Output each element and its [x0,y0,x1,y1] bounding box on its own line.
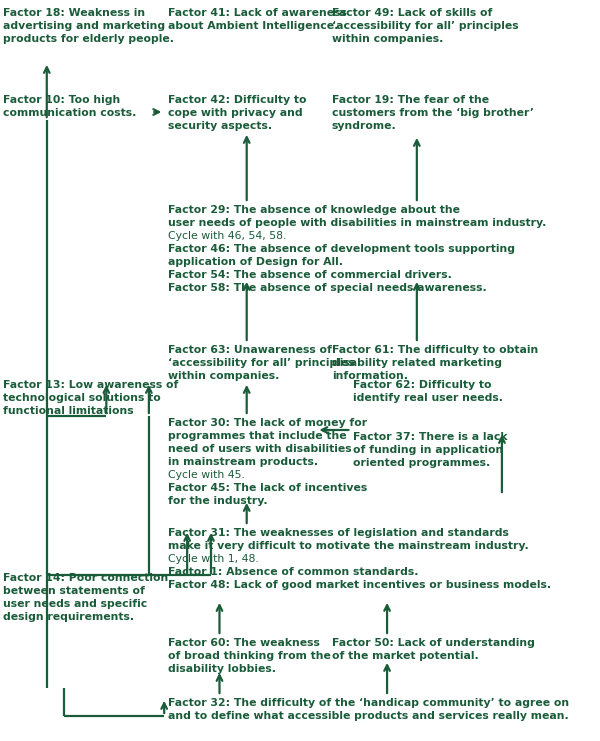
Text: communication costs.: communication costs. [4,108,137,118]
Text: Cycle with 45.: Cycle with 45. [169,470,245,480]
Text: of broad thinking from the: of broad thinking from the [169,651,331,661]
Text: about Ambient Intelligence.: about Ambient Intelligence. [169,21,339,31]
Text: user needs of people with disabilities in mainstream industry.: user needs of people with disabilities i… [169,218,547,228]
Text: Cycle with 1, 48.: Cycle with 1, 48. [169,554,259,564]
Text: Factor 49: Lack of skills of: Factor 49: Lack of skills of [332,8,492,18]
Text: Factor 30: The lack of money for: Factor 30: The lack of money for [169,418,368,428]
Text: Cycle with 46, 54, 58.: Cycle with 46, 54, 58. [169,231,287,241]
Text: Factor 13: Low awareness of: Factor 13: Low awareness of [4,380,179,390]
Text: of the market potential.: of the market potential. [332,651,479,661]
Text: and to define what accessible products and services really mean.: and to define what accessible products a… [169,711,569,721]
Text: Factor 54: The absence of commercial drivers.: Factor 54: The absence of commercial dri… [169,270,452,280]
Text: Factor 48: Lack of good market incentives or business models.: Factor 48: Lack of good market incentive… [169,580,551,590]
Text: Factor 29: The absence of knowledge about the: Factor 29: The absence of knowledge abou… [169,205,460,215]
Text: functional limitations: functional limitations [4,406,134,416]
Text: application of Design for All.: application of Design for All. [169,257,343,267]
Text: ‘accessibility for all’ principles: ‘accessibility for all’ principles [169,358,355,368]
Text: Factor 61: The difficulty to obtain: Factor 61: The difficulty to obtain [332,345,538,355]
Text: in mainstream products.: in mainstream products. [169,457,319,467]
Text: within companies.: within companies. [332,34,443,44]
Text: Factor 32: The difficulty of the ‘handicap community’ to agree on: Factor 32: The difficulty of the ‘handic… [169,698,569,708]
Text: Factor 14: Poor connection: Factor 14: Poor connection [4,573,169,583]
Text: disability related marketing: disability related marketing [332,358,502,368]
Text: syndrome.: syndrome. [332,121,397,131]
Text: of funding in application: of funding in application [353,445,503,455]
Text: Factor 58: The absence of special needs awareness.: Factor 58: The absence of special needs … [169,283,487,293]
Text: Factor 19: The fear of the: Factor 19: The fear of the [332,95,489,105]
Text: Factor 10: Too high: Factor 10: Too high [4,95,121,105]
Text: design requirements.: design requirements. [4,612,134,622]
Text: Factor 18: Weakness in: Factor 18: Weakness in [4,8,146,18]
Text: security aspects.: security aspects. [169,121,272,131]
Text: Factor 46: The absence of development tools supporting: Factor 46: The absence of development to… [169,244,515,254]
Text: Factor 45: The lack of incentives: Factor 45: The lack of incentives [169,483,368,493]
Text: Factor 63: Unawareness of: Factor 63: Unawareness of [169,345,332,355]
Text: Factor 41: Lack of awareness: Factor 41: Lack of awareness [169,8,347,18]
Text: between statements of: between statements of [4,586,145,596]
Text: need of users with disabilities: need of users with disabilities [169,444,352,454]
Text: technological solutions to: technological solutions to [4,393,161,403]
Text: oriented programmes.: oriented programmes. [353,458,490,468]
Text: cope with privacy and: cope with privacy and [169,108,303,118]
Text: Factor 60: The weakness: Factor 60: The weakness [169,638,320,648]
Text: identify real user needs.: identify real user needs. [353,393,503,403]
Text: Factor 42: Difficulty to: Factor 42: Difficulty to [169,95,307,105]
Text: Factor 31: The weaknesses of legislation and standards: Factor 31: The weaknesses of legislation… [169,528,509,538]
Text: Factor 50: Lack of understanding: Factor 50: Lack of understanding [332,638,535,648]
Text: products for elderly people.: products for elderly people. [4,34,175,44]
Text: Factor 62: Difficulty to: Factor 62: Difficulty to [353,380,491,390]
Text: for the industry.: for the industry. [169,496,268,506]
Text: user needs and specific: user needs and specific [4,599,148,609]
Text: disability lobbies.: disability lobbies. [169,664,277,674]
Text: Factor 37: There is a lack: Factor 37: There is a lack [353,432,508,442]
Text: ‘accessibility for all’ principles: ‘accessibility for all’ principles [332,21,518,31]
Text: within companies.: within companies. [169,371,280,381]
Text: customers from the ‘big brother’: customers from the ‘big brother’ [332,108,534,118]
Text: Factor 1: Absence of common standards.: Factor 1: Absence of common standards. [169,567,419,577]
Text: make it very difficult to motivate the mainstream industry.: make it very difficult to motivate the m… [169,541,529,551]
Text: advertising and marketing: advertising and marketing [4,21,166,31]
Text: information.: information. [332,371,408,381]
Text: programmes that include the: programmes that include the [169,431,347,441]
